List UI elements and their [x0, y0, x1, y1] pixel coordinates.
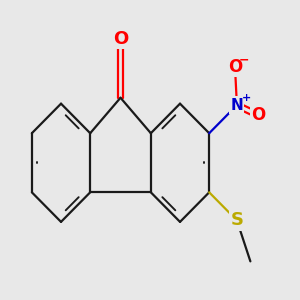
Text: O: O [113, 30, 128, 48]
Text: O: O [228, 58, 242, 76]
Text: −: − [239, 54, 249, 67]
Text: O: O [251, 106, 265, 124]
Text: +: + [242, 93, 251, 103]
Text: N: N [230, 98, 243, 112]
Text: S: S [230, 212, 243, 230]
